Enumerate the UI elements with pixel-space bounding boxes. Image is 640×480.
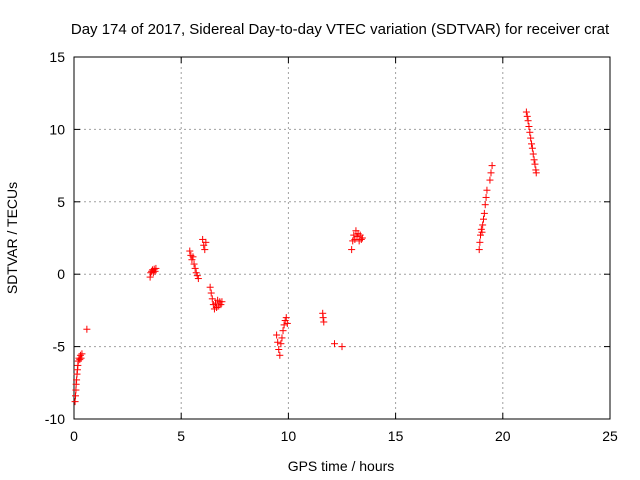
data-point — [188, 256, 196, 264]
data-point — [78, 350, 86, 358]
data-point — [320, 318, 328, 326]
data-point — [348, 246, 356, 254]
x-tick-label: 5 — [177, 428, 185, 444]
data-point — [480, 215, 488, 223]
data-point — [275, 345, 283, 353]
y-tick-label: -5 — [53, 339, 66, 355]
data-point — [487, 169, 495, 177]
plot-frame — [73, 56, 611, 420]
data-point — [477, 231, 485, 239]
data-point — [273, 331, 281, 339]
data-point — [186, 247, 194, 255]
data-point — [193, 272, 201, 280]
data-point — [483, 186, 491, 194]
y-tick-label: 0 — [57, 266, 65, 282]
data-point — [274, 338, 282, 346]
data-point — [528, 140, 536, 148]
data-point — [488, 162, 496, 170]
x-tick-label: 0 — [70, 428, 78, 444]
data-point — [151, 267, 159, 275]
data-point — [277, 340, 285, 348]
data-point — [207, 289, 215, 297]
x-axis-label: GPS time / hours — [288, 458, 395, 474]
x-tick-label: 10 — [281, 428, 297, 444]
data-point — [319, 314, 327, 322]
y-tick-label: 5 — [57, 194, 65, 210]
data-point — [218, 298, 226, 306]
tick-layer: 0 5 10 15 20 25 -10 -5 0 5 10 15 — [45, 49, 618, 444]
data-point — [201, 246, 209, 254]
data-point — [481, 201, 489, 209]
data-point — [357, 235, 365, 243]
x-tick-label: 25 — [602, 428, 618, 444]
x-tick-label: 15 — [388, 428, 404, 444]
data-point — [478, 228, 486, 236]
y-tick-label: -10 — [45, 411, 65, 427]
data-points — [71, 108, 540, 406]
data-point — [146, 273, 154, 281]
data-point — [358, 234, 366, 242]
data-point — [192, 269, 200, 277]
data-point — [278, 334, 286, 342]
data-point — [523, 112, 531, 120]
data-point — [77, 354, 85, 362]
data-point — [83, 325, 91, 333]
data-point — [525, 123, 533, 131]
grid-layer — [74, 57, 610, 419]
data-point — [475, 246, 483, 254]
data-point — [190, 260, 198, 268]
data-point — [280, 321, 288, 329]
data-point — [353, 233, 361, 241]
data-point — [480, 209, 488, 217]
data-point — [338, 343, 346, 351]
data-point — [479, 221, 487, 229]
data-point — [482, 193, 490, 201]
y-tick-label: 10 — [49, 121, 65, 137]
data-point — [486, 176, 494, 184]
data-point — [217, 301, 225, 309]
data-point — [330, 340, 338, 348]
data-point — [189, 253, 197, 261]
data-point — [208, 295, 216, 303]
data-point — [76, 351, 84, 359]
data-point — [194, 275, 202, 283]
y-axis-label: SDTVAR / TECUs — [4, 182, 20, 294]
data-point — [206, 283, 214, 291]
data-point — [276, 351, 284, 359]
data-point — [279, 327, 287, 335]
data-point — [202, 238, 210, 246]
data-point — [522, 108, 530, 116]
data-point — [476, 238, 484, 246]
chart-title: Day 174 of 2017, Sidereal Day-to-day VTE… — [71, 21, 610, 38]
data-point — [191, 264, 199, 272]
data-point — [526, 128, 534, 136]
data-point — [529, 150, 537, 158]
data-point — [350, 231, 358, 239]
data-point — [282, 314, 290, 322]
x-tick-label: 20 — [495, 428, 511, 444]
data-point — [527, 134, 535, 142]
data-point — [532, 169, 540, 177]
data-point — [528, 144, 536, 152]
data-point — [152, 264, 160, 272]
data-point — [477, 225, 485, 233]
data-point — [531, 160, 539, 168]
data-point — [149, 269, 157, 277]
data-point — [524, 117, 532, 125]
data-point — [283, 319, 291, 327]
data-point — [76, 356, 84, 364]
data-point — [199, 235, 207, 243]
y-tick-label: 15 — [49, 49, 65, 65]
data-point — [530, 156, 538, 164]
